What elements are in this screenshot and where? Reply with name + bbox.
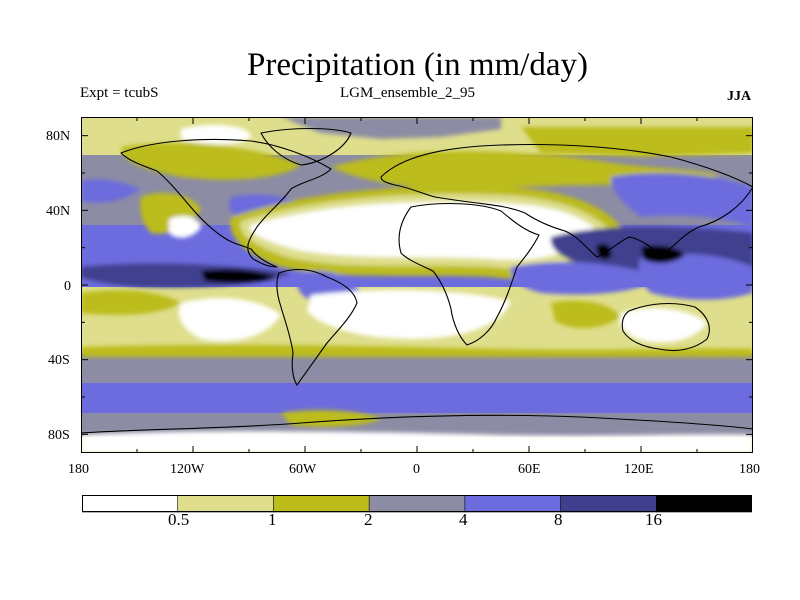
chart-title: Precipitation (in mm/day) (247, 47, 588, 83)
precipitation-map (81, 117, 753, 453)
region-northwest-blue (81, 179, 141, 203)
colorbar-label: 1 (268, 510, 277, 529)
lon-tick: 120W (170, 462, 205, 477)
coastline-australia (621, 303, 710, 352)
coastline-greenland (260, 127, 352, 166)
lon-tick: 120E (624, 462, 654, 477)
region-indian-ocean-blue (510, 262, 661, 295)
region-indian-olive (551, 300, 621, 329)
colorbar-cell (273, 495, 370, 513)
lon-tick: 60W (289, 462, 317, 477)
colorbar-frame (82, 495, 752, 512)
region-australia-dry (619, 308, 707, 343)
coastline-north-america (120, 138, 332, 268)
season-label: JJA (727, 89, 752, 104)
coastlines (81, 127, 753, 434)
colorbar-cell (655, 495, 752, 513)
coastline-south-america (276, 268, 358, 386)
colorbar-label: 0.5 (168, 510, 190, 529)
map-ticks (81, 117, 753, 453)
region-southern-olive-strip (81, 344, 753, 357)
region-canada-olive (121, 143, 301, 180)
lat-tick: 0 (64, 279, 71, 294)
lat-tick: 40S (48, 353, 70, 368)
colorbar-label: 16 (645, 510, 662, 529)
lat-tick: 80N (46, 129, 71, 144)
region-south-pacific-dry (178, 298, 281, 342)
region-west-pacific-blue (638, 253, 753, 300)
band-south-midlat (81, 353, 753, 383)
colorbar-cells (82, 495, 752, 513)
coastline-africa (398, 202, 540, 346)
colorbar-label: 8 (554, 510, 563, 529)
precip-fields (81, 117, 753, 453)
colorbar-label: 2 (364, 510, 373, 529)
band-southern-storm-track (81, 383, 753, 413)
subtitle: LGM_ensemble_2_95 (340, 85, 475, 101)
experiment-label: Expt = tcubS (80, 85, 159, 101)
region-east-asia-blue (611, 173, 753, 227)
colorbar-label: 4 (459, 510, 468, 529)
lon-tick: 180 (739, 462, 760, 477)
region-sahara-dry (250, 201, 596, 260)
colorbar-cell (177, 495, 275, 513)
region-north-america-dry (169, 216, 201, 238)
coastline-antarctica (81, 414, 753, 434)
lon-tick: 180 (68, 462, 89, 477)
region-south-pacific-olive (81, 290, 181, 315)
colorbar-cell (560, 495, 658, 513)
region-south-atlantic-dry (307, 290, 511, 339)
colorbar (82, 495, 752, 513)
lat-tick: 40N (46, 204, 71, 219)
coastline-europe-asia (380, 143, 753, 258)
lat-tick: 80S (48, 428, 70, 443)
colorbar-cell (82, 495, 179, 513)
region-siberia-olive (521, 127, 753, 157)
colorbar-cell (368, 495, 466, 513)
region-antarctic-dry (81, 431, 753, 453)
region-itcz-pacific-core (201, 269, 277, 284)
lon-tick: 60E (518, 462, 541, 477)
colorbar-cell (464, 495, 562, 513)
region-arctic-gray (281, 117, 501, 139)
lon-tick: 0 (413, 462, 420, 477)
